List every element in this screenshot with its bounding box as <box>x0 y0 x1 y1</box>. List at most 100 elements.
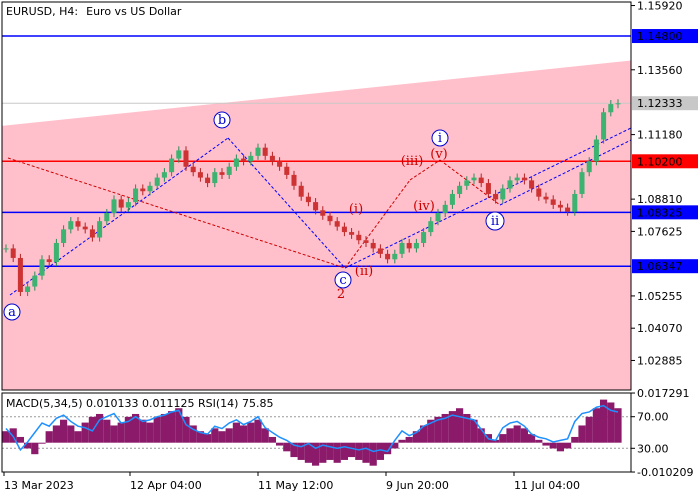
wave-label-8: (v) <box>430 147 448 162</box>
candle-40 <box>291 174 297 186</box>
channel-shade <box>2 60 631 390</box>
candle-34 <box>248 155 254 162</box>
macd-bar-20 <box>146 422 154 443</box>
candle-15 <box>111 199 117 214</box>
x-tick-label-0: 13 Mar 2023 <box>4 479 74 492</box>
macd-bar-75 <box>542 442 550 446</box>
wave-circle-1 <box>213 111 231 129</box>
macd-bar-85 <box>614 408 622 443</box>
macd-bar-62 <box>448 411 456 443</box>
macd-bar-50 <box>362 442 370 463</box>
x-tick-label-1: 12 Apr 04:00 <box>130 479 202 492</box>
candle-49 <box>356 234 362 241</box>
macd-bar-72 <box>520 428 528 443</box>
macd-bar-6 <box>45 431 53 443</box>
candle-35 <box>255 147 261 156</box>
candle-5 <box>39 259 45 276</box>
macd-bar-21 <box>153 416 161 443</box>
candle-76 <box>550 199 556 205</box>
macd-bar-78 <box>564 442 572 449</box>
macd-bar-23 <box>168 411 176 443</box>
macd-bar-63 <box>456 408 464 443</box>
wave-label-3: 2 <box>337 287 345 302</box>
macd-bar-14 <box>103 419 111 443</box>
candle-60 <box>435 213 441 222</box>
macd-bar-74 <box>535 439 543 443</box>
macd-bar-40 <box>290 442 298 458</box>
candle-4 <box>32 275 38 287</box>
macd-bar-54 <box>391 442 399 449</box>
candle-68 <box>493 193 499 200</box>
candle-21 <box>154 177 160 186</box>
macd-bar-46 <box>333 442 341 463</box>
candle-78 <box>565 207 571 212</box>
macd-bar-27 <box>196 431 204 443</box>
candle-58 <box>421 232 427 243</box>
candle-16 <box>118 199 124 208</box>
candle-56 <box>406 242 412 249</box>
wave-circle-0 <box>3 303 21 321</box>
candle-79 <box>572 193 578 212</box>
candle-61 <box>442 204 448 214</box>
wave-label-7: (iv) <box>413 199 435 214</box>
macd-bar-18 <box>132 413 140 443</box>
candle-22 <box>161 172 167 178</box>
candle-0 <box>3 248 9 250</box>
macd-bar-16 <box>117 422 125 443</box>
macd-bar-22 <box>160 413 168 443</box>
candle-26 <box>190 166 196 173</box>
candle-81 <box>586 161 592 173</box>
level-tag-3: 1.06347 <box>637 260 683 273</box>
y-tick-label-7: 1.02885 <box>637 354 683 367</box>
macd-bar-0 <box>2 431 10 443</box>
macd-bar-19 <box>139 419 147 443</box>
candle-11 <box>82 226 88 230</box>
candle-51 <box>370 242 376 249</box>
candle-83 <box>601 112 607 140</box>
candle-63 <box>457 185 463 194</box>
candle-48 <box>349 232 355 235</box>
y-tick-label-3: 1.08810 <box>637 193 683 206</box>
macd-bar-10 <box>74 431 82 443</box>
level-tag-2: 1.08325 <box>637 206 683 219</box>
x-tick-label-3: 9 Jun 20:00 <box>386 479 449 492</box>
candle-43 <box>313 202 319 211</box>
macd-bar-3 <box>24 442 32 449</box>
wave-label-0: a <box>8 305 16 320</box>
macd-bar-64 <box>463 413 471 443</box>
trendline-wave2 <box>7 157 346 269</box>
candle-29 <box>212 172 218 184</box>
macd-bar-51 <box>369 442 377 466</box>
candle-31 <box>226 166 232 175</box>
candle-8 <box>61 229 67 243</box>
macd-bar-56 <box>405 436 413 443</box>
macd-bar-80 <box>578 425 586 443</box>
candle-1 <box>10 248 16 258</box>
wave-circle-2 <box>334 271 352 289</box>
candle-38 <box>277 161 283 167</box>
candle-13 <box>97 221 103 238</box>
macd-bar-44 <box>319 442 327 463</box>
candle-10 <box>75 221 81 227</box>
macd-bar-69 <box>499 434 507 443</box>
candle-20 <box>147 185 153 192</box>
candle-85 <box>615 103 621 105</box>
macd-bar-68 <box>492 439 500 443</box>
macd-bar-79 <box>571 436 579 443</box>
ind-tick-label-2: 30.00 <box>637 442 669 455</box>
candle-46 <box>334 221 340 227</box>
macd-bar-28 <box>204 434 212 443</box>
wave-label-5: (ii) <box>355 264 373 279</box>
candle-50 <box>363 240 369 243</box>
macd-bar-82 <box>592 408 600 443</box>
current-price-tag: 1.12333 <box>637 97 683 110</box>
macd-bar-37 <box>268 436 276 443</box>
trendline-support-upper <box>344 127 631 269</box>
macd-bar-43 <box>312 442 320 466</box>
macd-bar-59 <box>427 419 435 443</box>
indicator-label: MACD(5,34,5) 0.010133 0.011125 RSI(14) 7… <box>6 397 273 410</box>
candle-55 <box>399 242 405 254</box>
candle-17 <box>125 202 131 208</box>
candle-52 <box>377 248 383 254</box>
